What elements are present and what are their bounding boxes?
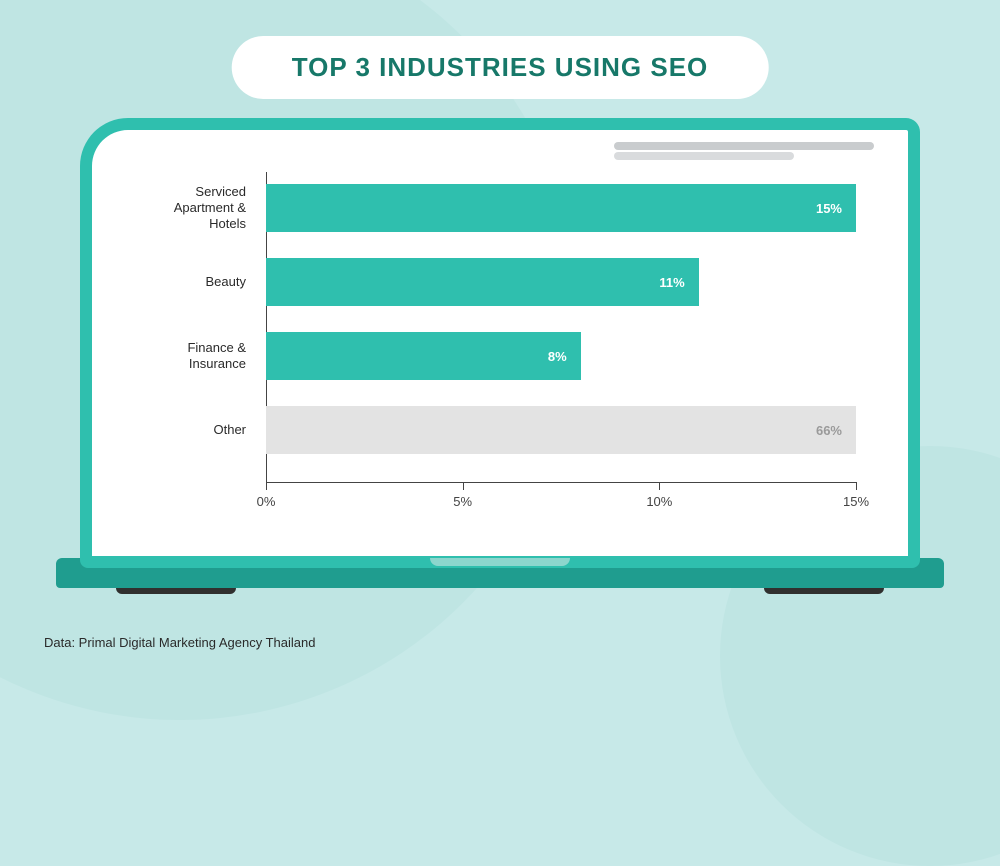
x-tick: [266, 482, 267, 490]
data-source: Data: Primal Digital Marketing Agency Th…: [44, 635, 315, 650]
bar-value-label: 11%: [659, 275, 684, 290]
laptop-screen: 0% 5% 10% 15% Serviced Apartment & Hotels 15%…: [80, 118, 920, 568]
screen-decor-lines: [614, 142, 874, 150]
bar: 11%: [266, 258, 699, 306]
bar-value-label: 15%: [816, 201, 842, 216]
bar-category-label: Beauty: [136, 274, 256, 290]
page-title: TOP 3 INDUSTRIES USING SEO: [292, 52, 709, 82]
bar-track: 15%: [266, 184, 856, 232]
bar: 8%: [266, 332, 581, 380]
bar-row: Beauty 11%: [136, 258, 876, 306]
x-tick: [463, 482, 464, 490]
x-tick: [659, 482, 660, 490]
bar-value-label: 8%: [548, 349, 567, 364]
laptop-foot-left: [116, 588, 236, 594]
bar-category-label: Other: [136, 422, 256, 438]
x-tick-label: 10%: [646, 494, 672, 509]
x-tick-label: 5%: [453, 494, 472, 509]
x-tick: [856, 482, 857, 490]
bar-row: Serviced Apartment & Hotels 15%: [136, 184, 876, 232]
bar-value-label: 66%: [816, 423, 842, 438]
bar: 15%: [266, 184, 856, 232]
x-tick-label: 15%: [843, 494, 869, 509]
laptop-trackpad-notch: [430, 558, 570, 566]
bar-track: 11%: [266, 258, 856, 306]
laptop-illustration: 0% 5% 10% 15% Serviced Apartment & Hotels 15%…: [80, 118, 920, 588]
bar-row: Finance & Insurance 8%: [136, 332, 876, 380]
bar-category-label: Finance & Insurance: [136, 340, 256, 373]
bar-chart: 0% 5% 10% 15% Serviced Apartment & Hotels 15%…: [136, 172, 876, 522]
x-axis: [266, 482, 856, 483]
bar-track: 66%: [266, 406, 856, 454]
laptop-foot-right: [764, 588, 884, 594]
bar-row: Other 66%: [136, 406, 876, 454]
data-source-label: Data: Primal Digital Marketing Agency Th…: [44, 635, 315, 650]
x-tick-label: 0%: [257, 494, 276, 509]
title-pill: TOP 3 INDUSTRIES USING SEO: [232, 36, 769, 99]
bar-track: 8%: [266, 332, 856, 380]
bar: 66%: [266, 406, 856, 454]
bar-category-label: Serviced Apartment & Hotels: [136, 184, 256, 233]
